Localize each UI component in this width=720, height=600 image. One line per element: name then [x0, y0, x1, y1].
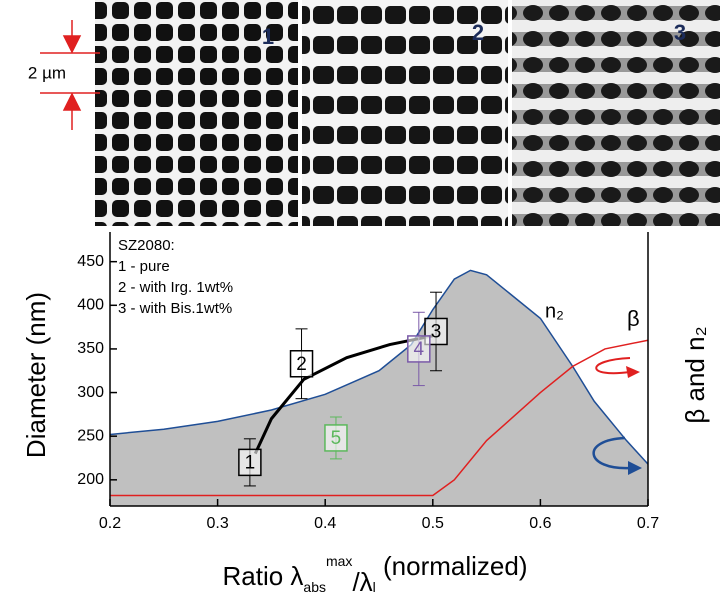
arrow — [595, 357, 631, 375]
curve — [110, 339, 649, 497]
y-axis-label: Diameter (nm) — [21, 292, 51, 458]
arrow — [626, 366, 640, 378]
y-tick-label: 250 — [77, 427, 104, 444]
legend-text: 1 - pure — [118, 258, 170, 275]
point-label: 4 — [414, 339, 425, 360]
x-tick-label: 0.4 — [314, 515, 336, 532]
micrograph — [95, 0, 298, 226]
legend-text: 3 - with Bis.1wt% — [118, 300, 232, 317]
curve — [253, 334, 434, 455]
point — [407, 335, 431, 363]
arrow — [592, 436, 631, 470]
legend-text: 2 - with Irg. 1wt% — [118, 279, 233, 296]
x-tick-label: 0.7 — [637, 515, 659, 532]
curve-label: n₂ — [545, 300, 564, 322]
x-axis-label-part: abs — [303, 579, 326, 595]
point — [238, 448, 262, 477]
point-label: 3 — [431, 321, 442, 342]
x-tick-label: 0.5 — [422, 515, 444, 532]
x-tick-label: 0.2 — [99, 515, 121, 532]
point-label: 1 — [245, 452, 256, 473]
y-tick-label: 200 — [77, 471, 104, 488]
area — [110, 270, 648, 506]
panel-label: 3 — [674, 20, 686, 45]
x-axis-label: Ratio λabsmax/λl (normalized) — [222, 551, 527, 597]
x-axis-label-part: (normalized) — [376, 551, 528, 581]
point — [324, 424, 348, 452]
micrograph — [512, 0, 720, 226]
arrow — [628, 461, 642, 475]
x-tick-label: 0.6 — [529, 515, 551, 532]
panel-label: 2 — [472, 20, 484, 45]
x-axis-label-part: /λ — [352, 567, 372, 597]
point-label: 2 — [296, 354, 307, 375]
legend-text: SZ2080: — [118, 237, 175, 254]
point-label: 5 — [331, 428, 342, 449]
x-tick-label: 0.3 — [206, 515, 228, 532]
y-tick-label: 350 — [77, 340, 104, 357]
micrograph — [302, 0, 508, 226]
y-tick-label: 450 — [77, 253, 104, 270]
scale-bar — [40, 20, 100, 130]
scale-label: 2 µm — [28, 63, 66, 82]
panel-label: 1 — [262, 24, 274, 49]
point — [289, 350, 314, 378]
curve — [109, 269, 649, 465]
x-axis-label-part: max — [326, 553, 352, 569]
curve-label: β — [627, 306, 640, 331]
x-axis-label-part: Ratio λ — [222, 561, 303, 591]
y-tick-label: 400 — [77, 297, 104, 314]
y2-axis-label: β and n₂ — [680, 326, 710, 423]
x-axis-label-part: l — [373, 579, 376, 595]
y-tick-label: 300 — [77, 384, 104, 401]
